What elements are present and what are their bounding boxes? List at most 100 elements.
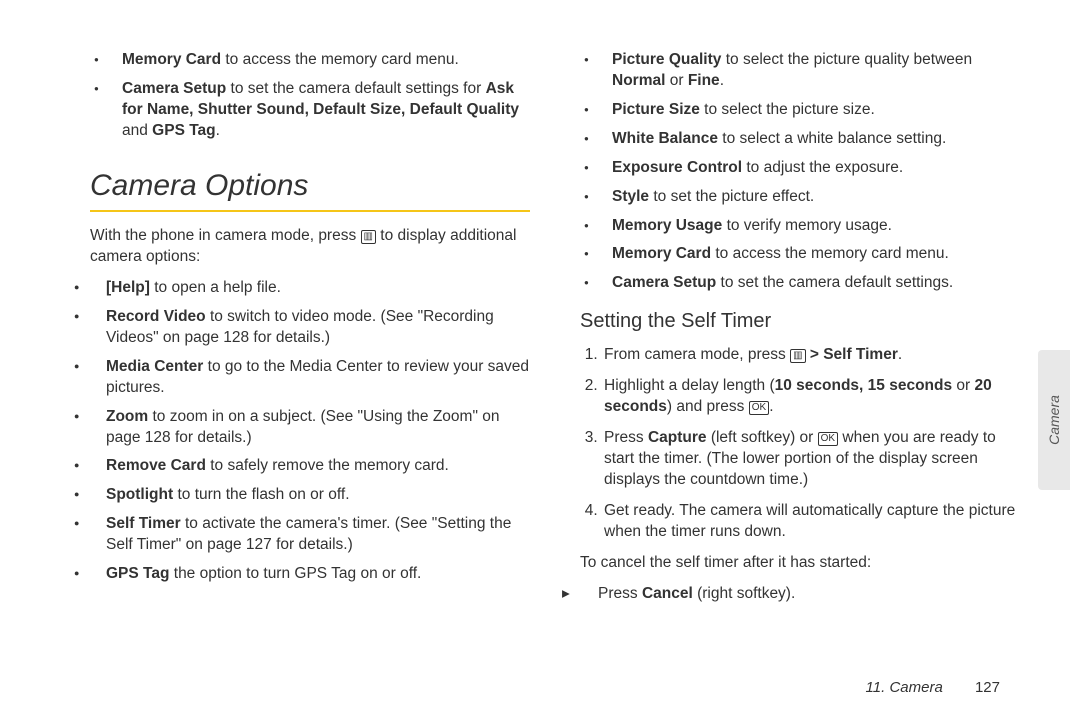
intro-pre: With the phone in camera mode, press [90,227,361,244]
item-text: to select the picture quality between [721,51,972,68]
step-text: or [952,377,974,394]
item-text: to access the memory card menu. [221,51,459,68]
bold-term: Camera Setup [122,80,226,97]
side-tab-label: Camera [1046,395,1062,445]
item-text: to access the memory card menu. [711,245,949,262]
page-number: 127 [975,679,1000,696]
bold-term: Camera Setup [612,274,716,291]
list-item: Camera Setup to set the camera default s… [612,273,1020,294]
page-footer: 11. Camera 127 [866,679,1000,696]
step-item: Press Capture (left softkey) or OK when … [602,428,1020,491]
list-item: Exposure Control to adjust the exposure. [612,158,1020,179]
list-item: Memory Card to access the memory card me… [122,50,530,71]
bold-term: Picture Size [612,101,700,118]
right-bullets: Picture Quality to select the picture qu… [598,50,1020,294]
side-tab: Camera [1038,350,1070,490]
bold-term: White Balance [612,130,718,147]
bold-term: Self Timer [823,346,898,363]
item-text: to zoom in on a subject. (See "Using the… [106,408,500,446]
list-item: Zoom to zoom in on a subject. (See "Usin… [106,407,530,449]
bold-term: Normal [612,72,665,89]
item-text: to open a help file. [150,279,281,296]
list-item: Record Video to switch to video mode. (S… [106,307,530,349]
section-rule [90,210,530,212]
list-item: Camera Setup to set the camera default s… [122,79,530,142]
item-text: to set the camera default settings. [716,274,953,291]
list-item: Picture Size to select the picture size. [612,100,1020,121]
self-timer-steps: From camera mode, press ▥ > Self Timer. … [580,345,1020,542]
bold-term: Zoom [106,408,148,425]
list-item: Press Cancel (right softkey). [598,584,1020,605]
bold-term: Capture [648,429,707,446]
step-item: Get ready. The camera will automatically… [602,501,1020,543]
subsection-title: Setting the Self Timer [580,308,1020,335]
left-column: Memory Card to access the memory card me… [90,50,530,613]
step-item: Highlight a delay length (10 seconds, 15… [602,376,1020,418]
step-text: > [806,346,824,363]
item-text: to safely remove the memory card. [206,457,449,474]
item-text: to select a white balance setting. [718,130,946,147]
list-item: Memory Usage to verify memory usage. [612,216,1020,237]
cancel-intro: To cancel the self timer after it has st… [580,553,1020,574]
list-item: Self Timer to activate the camera's time… [106,514,530,556]
step-text: From camera mode, press [604,346,790,363]
list-item: Memory Card to access the memory card me… [612,244,1020,265]
menu-icon: ▥ [790,349,805,363]
item-text: Press [598,585,642,602]
bold-term: Memory Card [612,245,711,262]
step-item: From camera mode, press ▥ > Self Timer. [602,345,1020,366]
bold-term: Media Center [106,358,203,375]
page: Memory Card to access the memory card me… [0,0,1080,653]
options-list: [Help] to open a help file. Record Video… [90,278,530,585]
item-text: to adjust the exposure. [742,159,903,176]
bold-term: Memory Card [122,51,221,68]
item-text: the option to turn GPS Tag on or off. [169,565,421,582]
bold-term: Spotlight [106,486,173,503]
list-item: Spotlight to turn the flash on or off. [106,485,530,506]
list-item: Style to set the picture effect. [612,187,1020,208]
step-text: Highlight a delay length ( [604,377,775,394]
step-text: Press [604,429,648,446]
item-text: (right softkey). [693,585,796,602]
bold-term: Memory Usage [612,217,722,234]
bold-term: Exposure Control [612,159,742,176]
step-text: . [898,346,902,363]
item-text: and [122,122,152,139]
bold-term: 10 seconds, 15 seconds [775,377,952,394]
ok-icon: OK [818,432,838,446]
bold-term: Picture Quality [612,51,721,68]
bold-term: GPS Tag [152,122,215,139]
list-item: [Help] to open a help file. [106,278,530,299]
item-text: or [665,72,687,89]
list-item: GPS Tag the option to turn GPS Tag on or… [106,564,530,585]
step-text: (left softkey) or [707,429,818,446]
section-title: Camera Options [90,166,530,207]
item-text: . [216,122,220,139]
menu-icon: ▥ [361,230,376,244]
bold-term: Remove Card [106,457,206,474]
list-item: White Balance to select a white balance … [612,129,1020,150]
item-text: to verify memory usage. [722,217,892,234]
right-column: Picture Quality to select the picture qu… [580,50,1020,613]
ok-icon: OK [749,401,769,415]
bold-term: Fine [688,72,720,89]
item-text: to set the camera default settings for [226,80,485,97]
step-text: Get ready. The camera will automatically… [604,502,1015,540]
intro-text: With the phone in camera mode, press ▥ t… [90,226,530,268]
bold-term: Self Timer [106,515,181,532]
item-text: . [720,72,724,89]
top-sub-bullets: Memory Card to access the memory card me… [108,50,530,142]
item-text: to select the picture size. [700,101,875,118]
list-item: Remove Card to safely remove the memory … [106,456,530,477]
step-text: ) and press [667,398,749,415]
bold-term: Style [612,188,649,205]
list-item: Picture Quality to select the picture qu… [612,50,1020,92]
bold-term: Cancel [642,585,693,602]
bold-term: Record Video [106,308,206,325]
cancel-list: Press Cancel (right softkey). [580,584,1020,605]
bold-term: [Help] [106,279,150,296]
item-text: to set the picture effect. [649,188,814,205]
item-text: to turn the flash on or off. [173,486,349,503]
bold-term: GPS Tag [106,565,169,582]
chapter-label: 11. Camera [866,679,943,696]
